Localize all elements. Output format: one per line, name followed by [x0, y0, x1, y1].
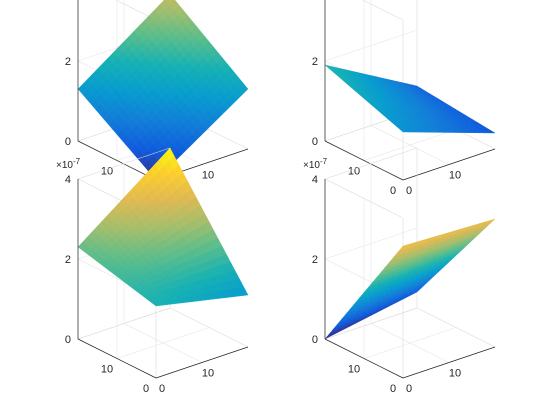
- surface-plot: [324, 218, 496, 340]
- x-axis-line: [155, 346, 249, 379]
- z-tick-label: 4: [312, 174, 318, 186]
- z-tick-label: 2: [312, 56, 318, 68]
- surface-plot: [324, 64, 496, 134]
- z-tick-label: 2: [65, 254, 71, 266]
- subplot-3: 0 10 0 10 0 2 4 ×10-7: [56, 147, 249, 395]
- z-tick-label: 0: [65, 334, 71, 346]
- y-tick-label: 0: [390, 185, 396, 197]
- exponent-label: ×10-7: [56, 157, 81, 171]
- grid-line: [116, 327, 210, 359]
- y-tick-label: 0: [143, 383, 149, 395]
- y-tick-label: 10: [348, 166, 360, 178]
- y-tick-label: 10: [348, 364, 360, 376]
- subplot-4: 0 10 0 10 0 2 4 ×10-7: [303, 147, 496, 395]
- y-axis-line: [77, 140, 157, 181]
- z-tick-label: 0: [312, 136, 318, 148]
- y-tick-label: 0: [390, 383, 396, 395]
- x-axis-line: [402, 346, 496, 379]
- x-tick-label: 0: [406, 185, 412, 197]
- x-tick-label: 10: [449, 170, 461, 182]
- surface-patch: [484, 130, 496, 134]
- y-tick-label: 10: [101, 364, 113, 376]
- surface-patch: [238, 286, 249, 296]
- x-tick-label: 10: [449, 368, 461, 380]
- y-axis-line: [77, 338, 157, 379]
- y-tick-label: 10: [101, 166, 113, 178]
- surface-plot: [77, 147, 249, 307]
- x-tick-label: 0: [406, 383, 412, 395]
- z-tick-label: 2: [312, 254, 318, 266]
- grid-line: [363, 129, 457, 161]
- z-tick-label: 2: [65, 56, 71, 68]
- y-axis-line: [324, 140, 404, 181]
- surface-patch: [485, 218, 496, 225]
- x-tick-label: 0: [159, 383, 165, 395]
- surface-patch: [324, 331, 335, 340]
- x-axis-line: [402, 148, 496, 181]
- surface-plot: [77, 0, 249, 181]
- z-tick-label: 0: [312, 334, 318, 346]
- z-tick-label: 4: [65, 174, 71, 186]
- surface-patch: [238, 83, 249, 95]
- y-axis-line: [324, 338, 404, 379]
- x-tick-label: 10: [202, 368, 214, 380]
- exponent-label: ×10-7: [303, 157, 328, 171]
- x-tick-label: 10: [202, 170, 214, 182]
- z-tick-label: 0: [65, 136, 71, 148]
- grid-line: [363, 327, 457, 359]
